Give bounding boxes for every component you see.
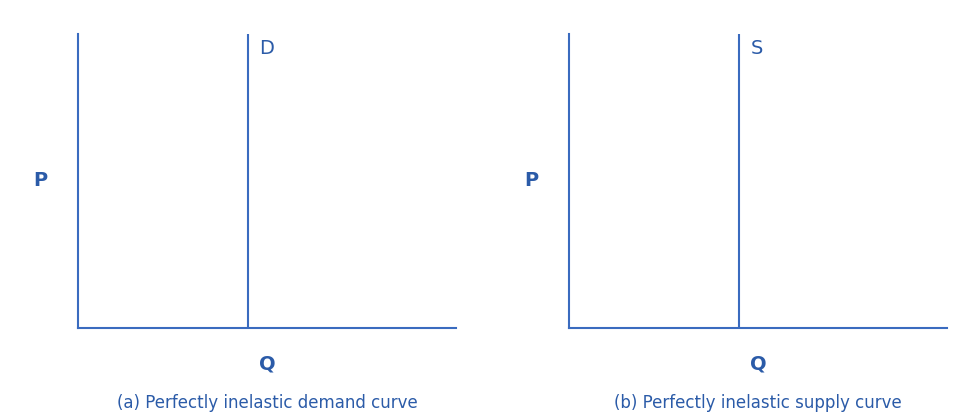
Text: S: S	[751, 39, 762, 58]
Text: P: P	[524, 171, 539, 190]
Text: Q: Q	[750, 354, 766, 373]
Text: Q: Q	[259, 354, 275, 373]
Text: (a) Perfectly inelastic demand curve: (a) Perfectly inelastic demand curve	[116, 394, 418, 412]
Text: D: D	[260, 39, 274, 58]
Text: (b) Perfectly inelastic supply curve: (b) Perfectly inelastic supply curve	[614, 394, 902, 412]
Text: P: P	[33, 171, 48, 190]
